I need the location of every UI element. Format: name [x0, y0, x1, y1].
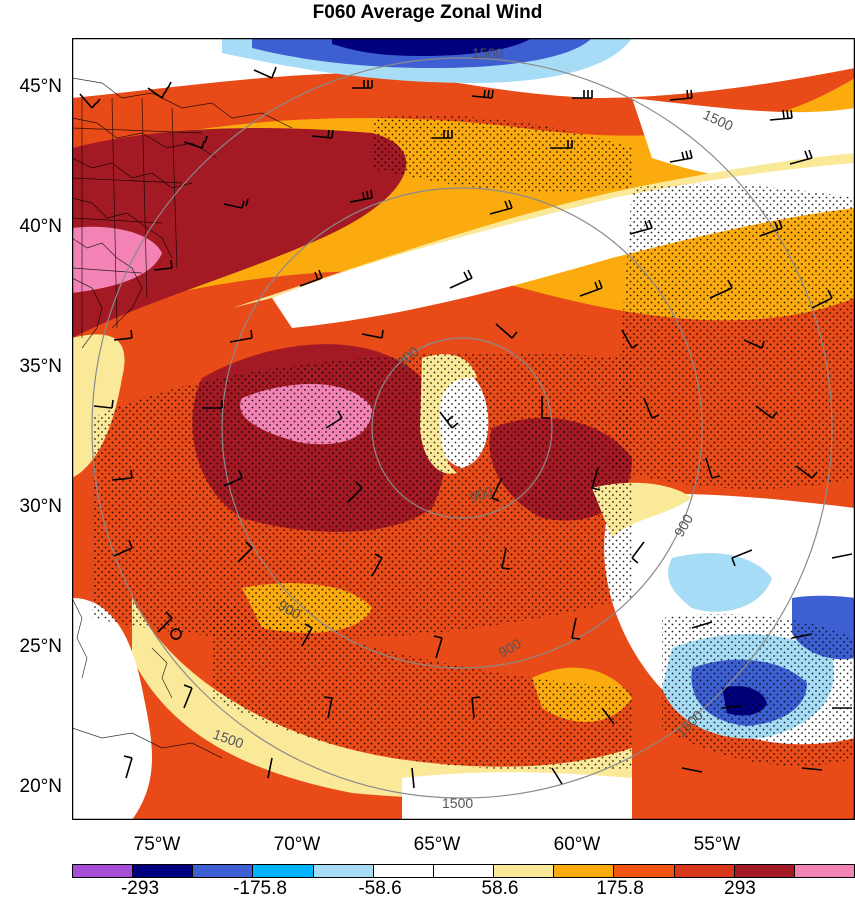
lon-label-75w: 75°W [133, 834, 181, 855]
track-point-marker [170, 628, 182, 640]
coastline-lines [72, 77, 293, 759]
lat-label-35n: 35°N [19, 356, 62, 377]
colorbar-swatch [734, 865, 795, 877]
colorbar [72, 864, 855, 878]
colorbar-swatch [193, 865, 254, 877]
colorbar-label: 293 [724, 878, 756, 899]
stipple-north [372, 115, 632, 192]
colorbar-swatch [133, 865, 194, 877]
lon-label-70w: 70°W [273, 834, 321, 855]
range-rings [91, 57, 833, 799]
colorbar-swatch [794, 865, 855, 877]
lon-label-65w: 65°W [413, 834, 461, 855]
chart-title: F060 Average Zonal Wind [312, 2, 543, 23]
ring-label: 900 [468, 483, 496, 506]
shade-pink-northwest [72, 226, 162, 293]
colorbar-swatch [73, 865, 134, 877]
ring-label: 1500 [442, 795, 473, 811]
colorbar-swatch [614, 865, 675, 877]
lat-label-25n: 25°N [19, 636, 62, 657]
colorbar-label: -58.6 [358, 878, 402, 899]
ring-label: 1500 [472, 45, 503, 61]
zonal-wind-map: 300 900 900 900 900 1500 1500 1500 1500 … [72, 38, 855, 820]
colorbar-swatch [313, 865, 374, 877]
shade-navy-north [332, 38, 532, 56]
lon-label-55w: 55°W [693, 834, 741, 855]
range-ring-1500 [91, 57, 833, 799]
range-ring-300 [371, 337, 553, 519]
stipple-northeast [612, 183, 855, 489]
colorbar-swatch [433, 865, 495, 877]
shade-white-south-edge [402, 772, 632, 820]
lat-label-20n: 20°N [19, 776, 62, 797]
colorbar-label: 58.6 [481, 878, 519, 899]
colorbar-label: -293 [120, 878, 160, 899]
colorbar-swatch [674, 865, 735, 877]
colorbar-label: -175.8 [233, 878, 287, 899]
lon-label-60w: 60°W [553, 834, 601, 855]
map-panel: 300 900 900 900 900 1500 1500 1500 1500 … [72, 38, 855, 820]
lat-label-30n: 30°N [19, 496, 62, 517]
colorbar-swatch [253, 865, 314, 877]
shade-lightblue-east [668, 553, 772, 612]
shade-white-southwest [72, 598, 152, 820]
stipple-south [212, 598, 632, 771]
colorbar-swatch [554, 865, 615, 877]
shade-yellow-diagonal-band [232, 153, 855, 308]
lat-label-45n: 45°N [19, 76, 62, 97]
colorbar-swatch [373, 865, 434, 877]
lat-label-40n: 40°N [19, 216, 62, 237]
stipple-southeast [662, 614, 855, 767]
colorbar-swatch [494, 865, 555, 877]
shade-dark-red-northwest [72, 128, 407, 338]
range-ring-900 [221, 187, 703, 669]
shade-yellow-south-band [132, 598, 632, 798]
wind-barbs [79, 66, 853, 789]
colorbar-label: 175.8 [596, 878, 644, 899]
stipple-central [92, 352, 632, 640]
